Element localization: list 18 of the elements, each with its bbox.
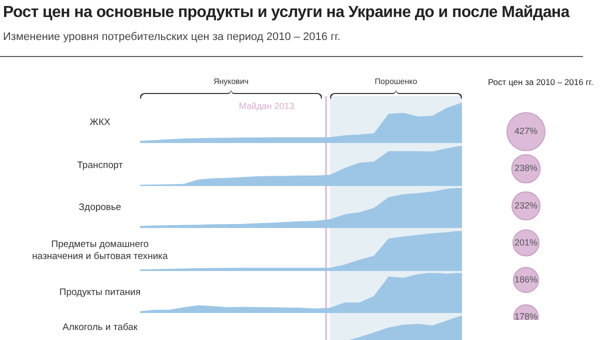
y-axis-title: Продукты питания (58, 286, 142, 300)
data-label: 232% (514, 200, 538, 210)
data-label: 427% (514, 126, 538, 136)
y-axis-title: ЖКХ (88, 116, 112, 130)
y-axis-title: Алкоголь и табак (61, 320, 139, 335)
data-label: 178% (514, 312, 538, 322)
data-label: 238% (514, 163, 538, 174)
data-label: 186% (514, 274, 538, 284)
chart-title: Рост цен на основные продукты и услуги на Украине до и после Майдана (3, 4, 570, 22)
y-axis-title: Здоровье (78, 201, 122, 215)
text: Рост цен за 2010 – 2016 гг. (488, 77, 594, 87)
chart-subtitle: Изменение уровня потребительских цен за период 2010 – 2016 гг. (3, 31, 340, 43)
data-label: 201% (514, 237, 538, 248)
annotation: Майдан 2013 (238, 101, 294, 111)
text: Янукович (213, 77, 249, 86)
text: Порошенко (374, 77, 418, 86)
y-axis-title: Предметы домашнего назначения и бытовая техника (32, 238, 168, 264)
y-axis-title: Транспорт (76, 158, 124, 172)
